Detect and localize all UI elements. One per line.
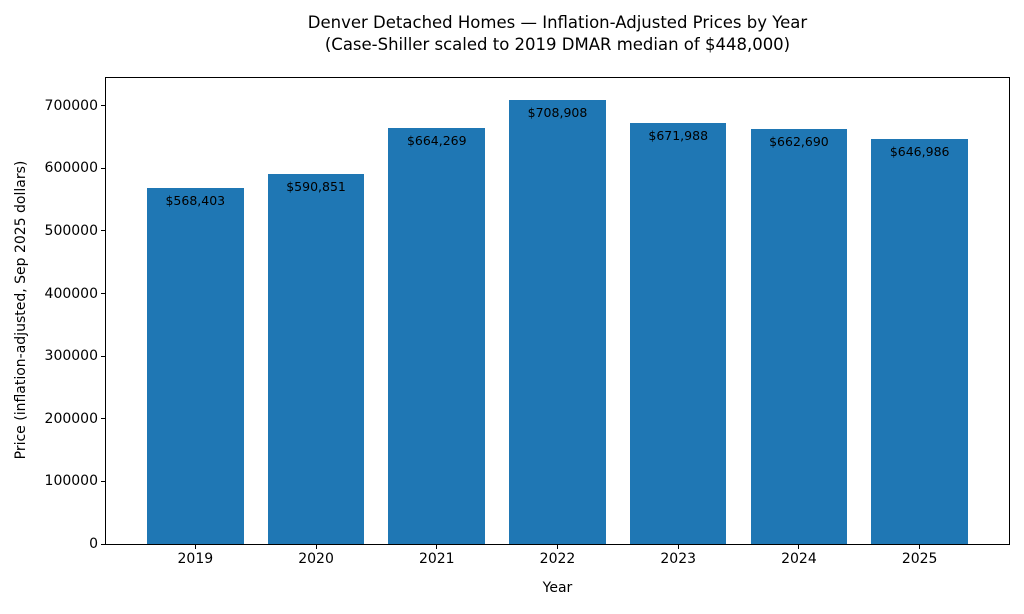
y-axis-tick: [101, 543, 105, 545]
x-tick-label-2024: 2024: [781, 551, 817, 567]
y-axis-tick: [101, 167, 105, 169]
x-tick-label-2021: 2021: [418, 551, 455, 567]
bar-value-label: $568,403: [165, 193, 226, 209]
x-tick-label-2019: 2019: [177, 551, 214, 567]
y-tick-label: 400000: [44, 285, 98, 302]
y-axis-tick: [101, 480, 105, 482]
y-axis-tick: [101, 418, 105, 420]
y-axis-tick: [101, 230, 105, 232]
bar-value-label: $590,851: [286, 179, 346, 195]
y-axis-label: Price (inflation-adjusted, Sep 2025 doll…: [13, 160, 29, 460]
y-tick-label: 500000: [44, 222, 98, 239]
y-tick-label: 300000: [44, 348, 98, 365]
y-tick-label: 700000: [44, 97, 98, 114]
y-tick-label: 600000: [44, 160, 98, 177]
x-axis-label: Year: [542, 580, 573, 596]
bar-value-label: $646,986: [889, 143, 950, 159]
bar-2020: $590,851: [267, 174, 365, 544]
chart-title-line1: Denver Detached Homes — Inflation-Adjust…: [307, 13, 808, 32]
plot-area: 0 100000 200000 300000 400000 500000 600000 700…: [45, 77, 1010, 567]
y-tick-label: 100000: [44, 473, 98, 490]
bar-value-label: $671,988: [648, 128, 709, 144]
y-tick-label: 200000: [44, 410, 98, 427]
y-axis-tick: [101, 105, 105, 107]
bar-value-label: $664,269: [406, 133, 467, 149]
x-axis-tick: [194, 545, 196, 549]
bar-2021: $664,269: [388, 128, 486, 544]
bar-2022: $708,908: [509, 100, 606, 544]
y-axis-tick: [101, 355, 105, 357]
chart-title-line2: (Case-Shiller scaled to 2019 DMAR median…: [324, 35, 791, 54]
y-tick-label: 0: [89, 536, 98, 552]
x-tick-label-2025: 2025: [901, 551, 938, 567]
x-tick-label-2020: 2020: [298, 551, 334, 567]
x-axis-tick: [677, 545, 679, 549]
x-axis-tick: [919, 545, 921, 549]
x-axis-tick: [436, 545, 438, 549]
x-tick-label-2022: 2022: [539, 551, 576, 567]
bar-2019: $568,403: [147, 188, 244, 544]
x-tick-label-2023: 2023: [660, 551, 697, 567]
x-axis-tick: [798, 545, 800, 549]
bar-2024: $662,690: [750, 129, 848, 544]
x-axis-tick: [557, 545, 558, 549]
bar-2023: $671,988: [629, 123, 727, 544]
y-axis-tick: [101, 293, 105, 295]
chart-title: Denver Detached Homes — Inflation-Adjust…: [105, 12, 1010, 56]
bar-2025: $646,986: [871, 138, 968, 544]
bar-value-label: $708,908: [527, 105, 588, 121]
bar-value-label: $662,690: [769, 134, 829, 150]
x-axis-tick: [315, 545, 317, 549]
